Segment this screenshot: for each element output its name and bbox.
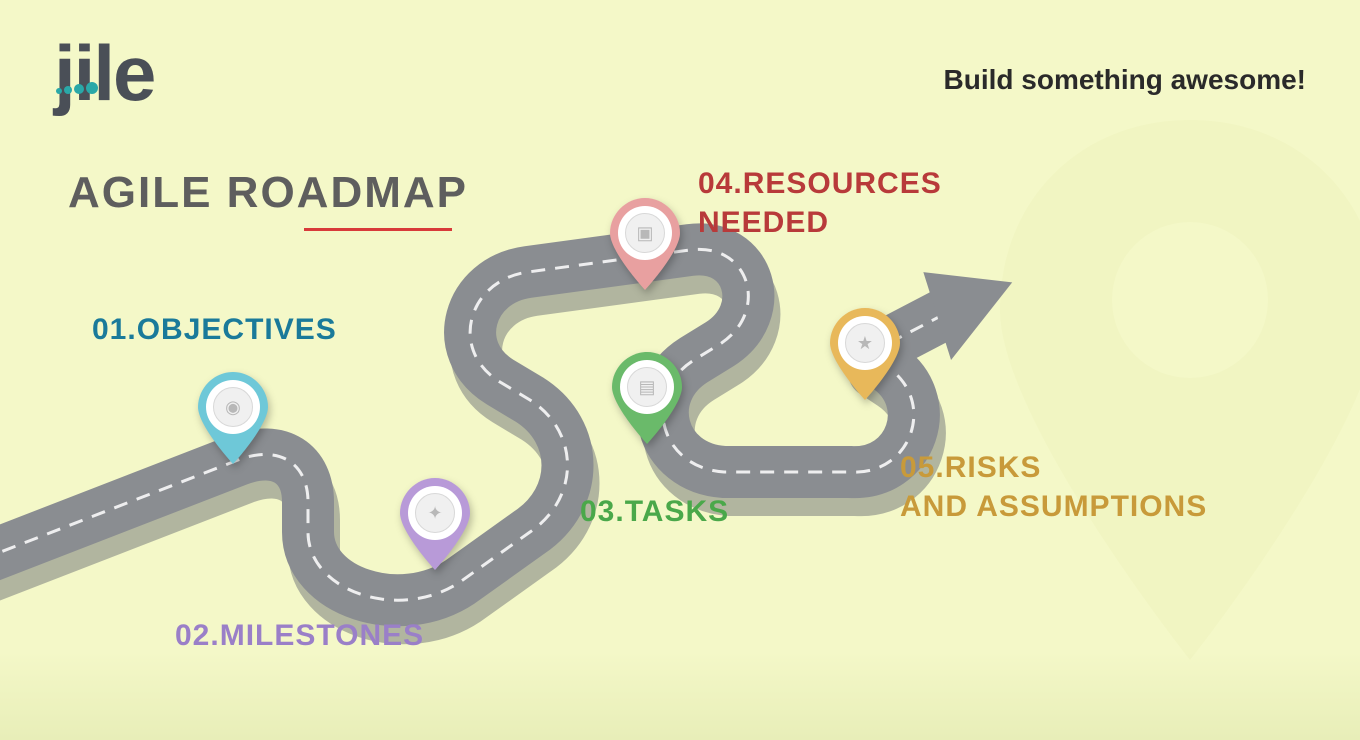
roadmap-pin-05: ★ <box>830 308 900 400</box>
background-pin-icon <box>980 120 1360 680</box>
step-label-01: 01.OBJECTIVES <box>92 310 337 349</box>
pin-icon-01: ◉ <box>213 387 253 427</box>
pin-icon-04: ▣ <box>625 213 665 253</box>
roadmap-pin-04: ▣ <box>610 198 680 290</box>
logo: jile <box>54 28 154 119</box>
roadmap-pin-03: ▤ <box>612 352 682 444</box>
page-title: AGILE ROADMAP <box>68 168 468 218</box>
step-label-03: 03.TASKS <box>580 492 729 531</box>
step-label-02: 02.MILESTONES <box>175 616 424 655</box>
roadmap-pin-02: ✦ <box>400 478 470 570</box>
pin-icon-02: ✦ <box>415 493 455 533</box>
step-label-04: 04.RESOURCESNEEDED <box>698 164 942 242</box>
logo-dots-icon <box>56 22 100 113</box>
pin-icon-03: ▤ <box>627 367 667 407</box>
pin-icon-05: ★ <box>845 323 885 363</box>
title-underline <box>304 228 452 231</box>
tagline: Build something awesome! <box>944 64 1307 96</box>
step-label-05: 05.RISKSAND ASSUMPTIONS <box>900 448 1207 526</box>
roadmap-pin-01: ◉ <box>198 372 268 464</box>
